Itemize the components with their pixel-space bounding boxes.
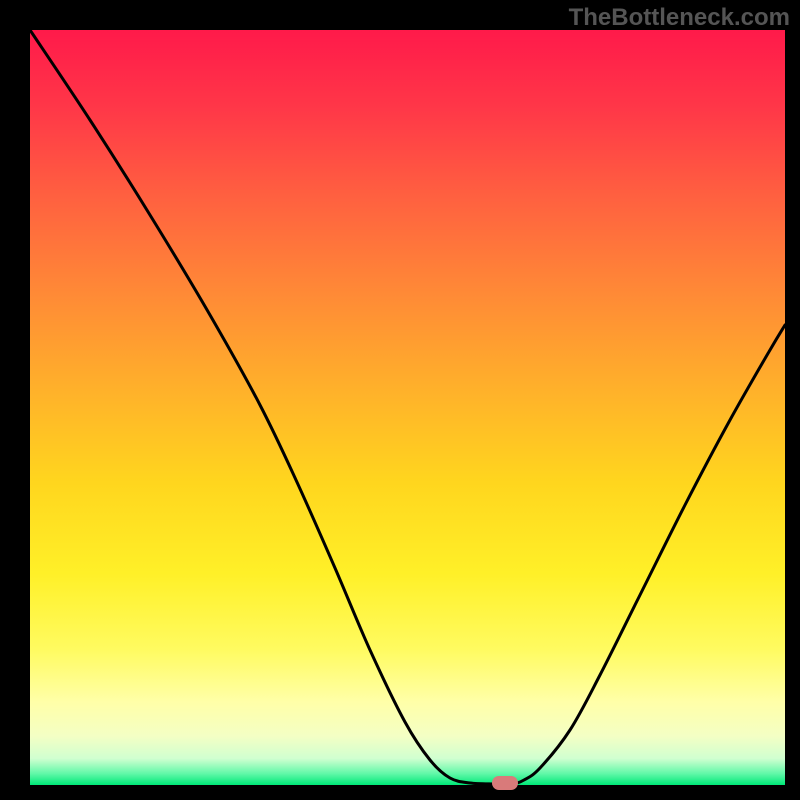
chart-container: TheBottleneck.com — [0, 0, 800, 800]
watermark-text: TheBottleneck.com — [569, 4, 790, 32]
plot-background — [30, 30, 785, 785]
optimal-marker — [492, 776, 518, 790]
bottleneck-chart — [0, 0, 800, 800]
